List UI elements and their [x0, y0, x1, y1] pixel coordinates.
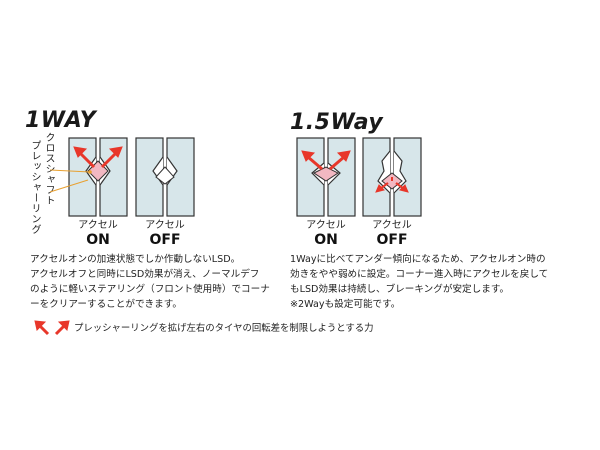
legend-text: プレッシャーリングを拡げ左右のタイヤの回転差を制限しようとする力 — [74, 323, 374, 334]
state-value-1way-off: OFF — [149, 232, 181, 248]
state-label-1-5way-on: アクセル — [306, 220, 346, 231]
description-line: アクセルオンの加速状態でしか作動しないLSD。 — [30, 254, 241, 265]
section-title-1way: 1WAY — [25, 108, 97, 133]
description-line: ※2Wayも設定可能です。 — [290, 299, 401, 310]
diagram-1way-off — [135, 137, 195, 217]
red-diverging-arrows-icon — [301, 150, 351, 171]
description-line: 効きをやや弱めに設定。コーナー進入時にアクセルを戻して — [290, 269, 549, 280]
diagram-1-5way-off — [362, 137, 422, 217]
state-label-1way-off: アクセル — [145, 220, 185, 231]
state-label-1-5way-off: アクセル — [372, 220, 412, 231]
description-line: ーをクリアーすることができます。 — [30, 299, 182, 310]
description-1way: アクセルオンの加速状態でしか作動しないLSD。 アクセルオフと同時にLSD効果が… — [30, 252, 270, 312]
state-value-1-5way-on: ON — [314, 232, 338, 248]
legend-red-diverging-arrows-icon — [34, 320, 70, 336]
diagram-1-5way-on — [296, 137, 356, 217]
cross-shaft-shape — [155, 166, 175, 185]
callout-label-cross-shaft: クロスシャフト — [43, 132, 54, 206]
description-line: アクセルオフと同時にLSD効果が消え、ノーマルデフ — [30, 269, 260, 280]
diagram-1way-on — [68, 137, 128, 217]
callout-leader-lines — [49, 169, 92, 193]
description-line: もLSD効果は持続し、ブレーキングが安定します。 — [290, 284, 510, 295]
description-line: のように軽いステアリング（フロント使用時）でコーナ — [30, 284, 270, 295]
red-diverging-arrows-icon — [73, 146, 123, 169]
callout-label-pressure-ring: プレッシャーリング — [29, 140, 40, 235]
description-line: 1Wayに比べてアンダー傾向になるため、アクセルオン時の — [290, 254, 546, 265]
red-converging-arrows-icon — [375, 177, 409, 193]
section-title-1-5way: 1.5Way — [290, 110, 384, 135]
state-value-1-5way-off: OFF — [376, 232, 408, 248]
description-1-5way: 1Wayに比べてアンダー傾向になるため、アクセルオン時の 効きをやや弱めに設定。… — [290, 252, 548, 312]
state-label-1way-on: アクセル — [78, 220, 118, 231]
state-value-1way-on: ON — [86, 232, 110, 248]
